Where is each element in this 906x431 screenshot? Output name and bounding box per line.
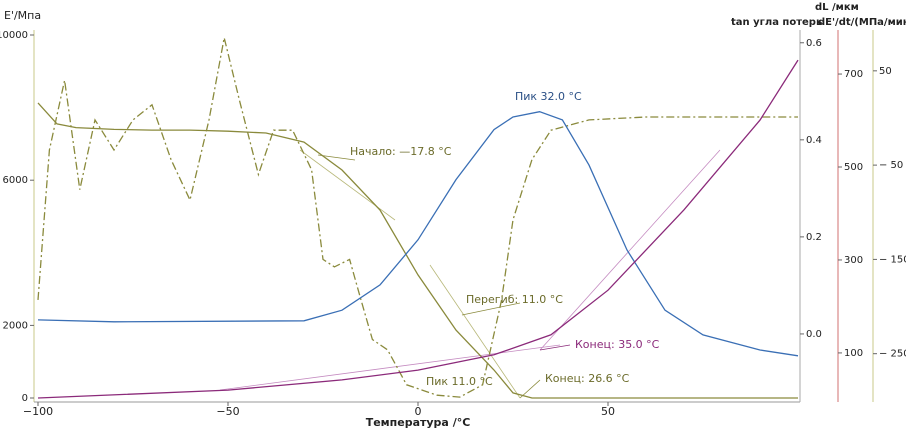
leader — [461, 302, 521, 316]
annotation: Конец: 35.0 °C — [575, 338, 660, 351]
y-tick-label: − 150 — [879, 254, 906, 265]
leader — [317, 154, 356, 161]
y-tick-label: 6000 — [3, 175, 28, 186]
annotation: Пик 11.0 °C — [426, 375, 493, 388]
y-tick-label: 0.4 — [806, 135, 822, 146]
y-axis-title: E'/Мпа — [4, 9, 41, 22]
y-tick-label: 0.2 — [806, 232, 822, 243]
y-tick-label: 10000 — [0, 30, 28, 41]
annotation: Конец: 26.6 °C — [545, 372, 630, 385]
leader — [539, 344, 571, 351]
series-line — [37, 37, 798, 398]
y-tick-label: 0.6 — [806, 38, 822, 49]
y-tick-label: 0.0 — [806, 329, 822, 340]
annotation: Перегиб: 11.0 °C — [466, 293, 563, 306]
y-tick-label: 50 — [879, 66, 892, 77]
annotation: Начало: —17.8 °C — [350, 145, 452, 158]
series-line — [37, 59, 799, 399]
y-tick-label: − 250 — [879, 349, 906, 360]
tangent — [429, 264, 521, 399]
x-tick-label: −100 — [23, 405, 53, 418]
y-tick-label: 0 — [22, 393, 28, 404]
y4-axis-title: dE'/dt/(МПа/мин) — [818, 17, 906, 28]
annotation: Пик 32.0 °C — [515, 90, 582, 103]
y-tick-label: 700 — [844, 69, 863, 80]
series-line — [37, 102, 798, 399]
x-axis-title: Температура /°С — [366, 416, 471, 429]
y-tick-label: 500 — [844, 162, 863, 173]
y-tick-label: 100 — [844, 348, 863, 359]
tangent — [539, 149, 721, 351]
y-tick-label: 2000 — [3, 320, 28, 331]
series-line — [37, 111, 799, 357]
y-tick-label: − 50 — [879, 160, 903, 171]
leader — [519, 379, 541, 399]
tangent — [299, 149, 396, 221]
x-tick-label: 50 — [601, 405, 615, 418]
y-tick-label: 300 — [844, 255, 863, 266]
x-tick-label: −50 — [216, 405, 239, 418]
y2-axis-title: tan угла потерь — [731, 17, 822, 28]
tangent — [219, 344, 561, 391]
y3-axis-title: dL /мкм — [815, 2, 859, 13]
x-tick-label: 0 — [415, 405, 422, 418]
